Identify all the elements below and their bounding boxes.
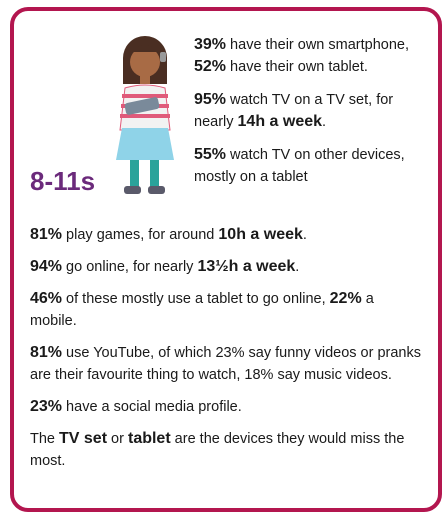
text: The bbox=[30, 431, 60, 447]
bold-text: 95% bbox=[194, 91, 227, 108]
stat-paragraph: 95% watch TV on a TV set, for nearly 14h… bbox=[194, 89, 416, 133]
text: . bbox=[302, 227, 307, 243]
bold-text: 23% bbox=[30, 398, 63, 415]
text: use YouTube, of which 23% say funny vide… bbox=[30, 345, 421, 383]
bold-text: TV set bbox=[59, 430, 108, 447]
stat-paragraph: 81% use YouTube, of which 23% say funny … bbox=[30, 342, 422, 386]
text: go online, for nearly bbox=[62, 259, 198, 275]
main-text: 81% play games, for around 10h a week. 94… bbox=[30, 224, 422, 482]
stat-paragraph: 55% watch TV on other devices, mostly on… bbox=[194, 144, 416, 188]
side-text: 39% have their own smartphone, 52% have … bbox=[194, 34, 416, 199]
bold-text: 81% bbox=[30, 226, 63, 243]
bold-text: tablet bbox=[127, 430, 171, 447]
text: watch TV on a TV set, for nearly bbox=[194, 92, 394, 130]
bold-text: 13½h a week bbox=[197, 258, 296, 275]
bold-text: 14h a week bbox=[237, 113, 323, 130]
bold-text: 46% bbox=[30, 290, 63, 307]
bold-text: 39% bbox=[194, 36, 227, 53]
age-label: 8-11s bbox=[30, 166, 96, 196]
text: of these mostly use a tablet to go onlin… bbox=[62, 291, 330, 307]
bold-text: 10h a week bbox=[218, 226, 303, 243]
text: have their own tablet. bbox=[226, 59, 368, 75]
bold-text: 94% bbox=[30, 258, 63, 275]
bold-text: 22% bbox=[329, 290, 362, 307]
text: a mobile. bbox=[30, 291, 374, 329]
text: are the devices they would miss the most… bbox=[30, 431, 405, 469]
bold-text: 52% bbox=[194, 58, 227, 75]
bold-text: 55% bbox=[194, 146, 227, 163]
stat-paragraph: 23% have a social media profile. bbox=[30, 396, 422, 418]
stat-paragraph: 46% of these mostly use a tablet to go o… bbox=[30, 288, 422, 332]
text: have their own smartphone, bbox=[226, 37, 409, 53]
stat-paragraph: The TV set or tablet are the devices the… bbox=[30, 428, 422, 472]
text: or bbox=[107, 431, 128, 447]
text: have a social media profile. bbox=[62, 399, 242, 415]
girl-illustration bbox=[116, 36, 174, 194]
bold-text: 81% bbox=[30, 344, 63, 361]
stat-paragraph: 81% play games, for around 10h a week. bbox=[30, 224, 422, 246]
card bbox=[10, 7, 442, 512]
text: play games, for around bbox=[62, 227, 219, 243]
text: . bbox=[322, 114, 327, 130]
stat-paragraph: 94% go online, for nearly 13½h a week. bbox=[30, 256, 422, 278]
stat-paragraph: 39% have their own smartphone, 52% have … bbox=[194, 34, 416, 78]
text: . bbox=[295, 259, 300, 275]
text: watch TV on other devices, mostly on a t… bbox=[194, 147, 405, 185]
